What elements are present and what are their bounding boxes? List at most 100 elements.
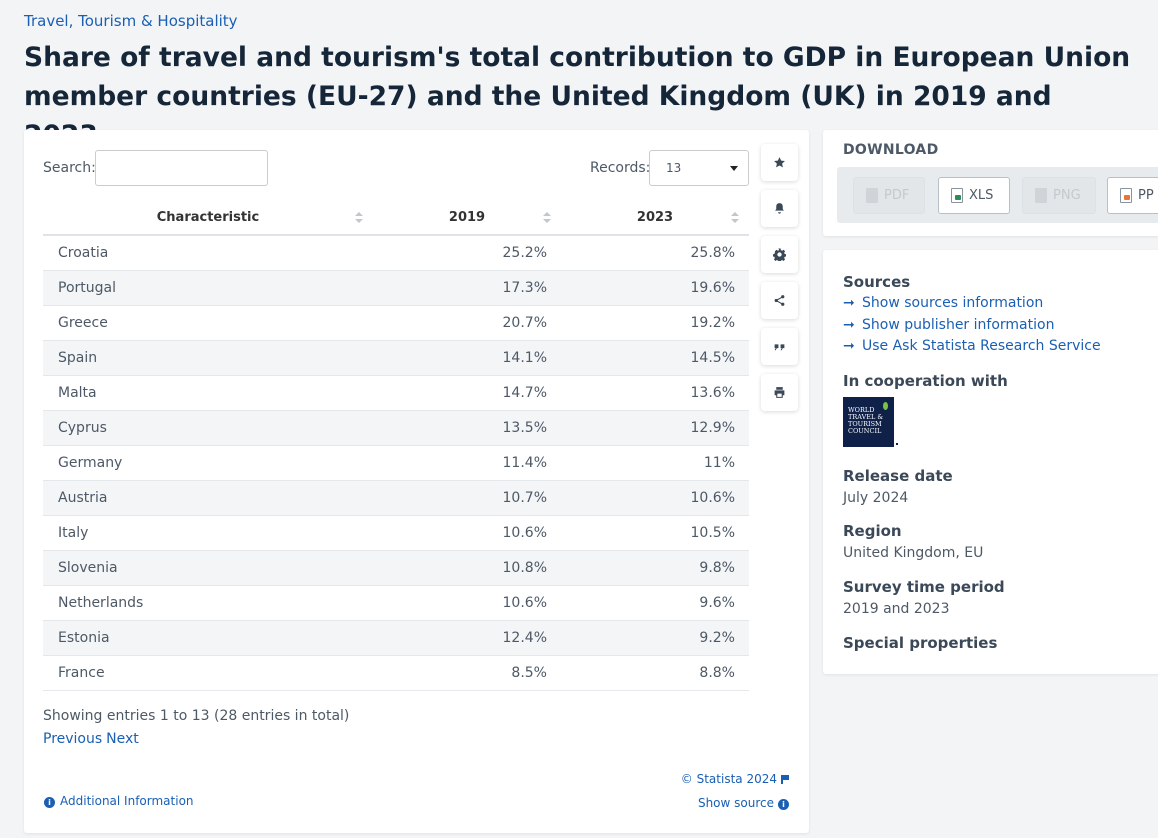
quote-icon [774,344,785,351]
table-row: Italy 10.6% 10.5% [43,515,749,551]
cell-2019: 10.8% [373,550,561,586]
cooperation-heading: In cooperation with [843,372,1008,390]
cell-2023: 10.6% [561,480,749,516]
table-row: Austria 10.7% 10.6% [43,480,749,516]
special-properties-heading: Special properties [843,634,998,652]
info-icon: i [44,797,55,808]
download-png-button[interactable]: PNG [1022,177,1096,214]
cell-characteristic: Germany [43,445,373,481]
info-card: Sources ➞ Show sources information ➞ Show … [823,250,1158,674]
search-label: Search: [43,160,96,176]
cell-2019: 20.7% [373,305,561,341]
settings-button[interactable] [761,236,798,273]
cell-characteristic: France [43,655,373,691]
show-source-link[interactable]: Show source i [698,796,789,810]
cell-2023: 10.5% [561,515,749,551]
cell-characteristic: Greece [43,305,373,341]
entries-info: Showing entries 1 to 13 (28 entries in t… [43,708,350,724]
print-button[interactable] [761,374,798,411]
cell-characteristic: Netherlands [43,585,373,621]
cell-characteristic: Spain [43,340,373,376]
table-row: Cyprus 13.5% 12.9% [43,410,749,446]
column-header-2019[interactable]: 2019 [373,200,561,236]
leaf-icon [883,402,888,410]
records-value: 13 [666,161,682,175]
cite-button[interactable] [761,328,798,365]
favorite-button[interactable] [761,144,798,181]
cell-2019: 17.3% [373,270,561,306]
cell-characteristic: Slovenia [43,550,373,586]
cell-2023: 11% [561,445,749,481]
cell-2023: 8.8% [561,655,749,691]
cell-2023: 9.6% [561,585,749,621]
wttc-logo[interactable]: WORLD TRAVEL & TOURISM COUNCIL [843,397,894,447]
cell-2019: 8.5% [373,655,561,691]
show-publisher-link[interactable]: ➞ Show publisher information [843,317,1055,333]
region-value: United Kingdom, EU [843,545,984,561]
cell-2019: 14.1% [373,340,561,376]
cell-2023: 13.6% [561,375,749,411]
share-button[interactable] [761,282,798,319]
records-select[interactable]: 13 [649,150,749,186]
cell-2023: 14.5% [561,340,749,376]
download-title: DOWNLOAD [843,142,939,158]
cell-characteristic: Portugal [43,270,373,306]
cell-2019: 10.6% [373,515,561,551]
table-row: Spain 14.1% 14.5% [43,340,749,376]
pagination: Previous Next [43,731,143,747]
table-row: France 8.5% 8.8% [43,655,749,691]
ask-statista-link[interactable]: ➞ Use Ask Statista Research Service [843,338,1101,354]
download-ppt-button[interactable]: PP [1107,177,1158,214]
png-file-icon [1035,188,1047,203]
download-xls-button[interactable]: XLS [938,177,1010,214]
show-source-text: Show source [697,796,774,810]
info-icon: i [778,799,789,810]
table-row: Croatia 25.2% 25.8% [43,235,749,271]
cell-2023: 25.8% [561,235,749,271]
arrow-right-icon: ➞ [843,317,855,333]
copyright-link[interactable]: © Statista 2024 [681,772,789,786]
pdf-file-icon [866,188,878,203]
table-row: Slovenia 10.8% 9.8% [43,550,749,586]
download-buttons: PDF XLS PNG PP [837,167,1158,223]
previous-link[interactable]: Previous [43,731,103,747]
table-header-row: Characteristic 2019 2023 [43,200,749,236]
page-title: Share of travel and tourism's total cont… [24,42,1131,151]
cell-characteristic: Malta [43,375,373,411]
additional-info-link[interactable]: i Additional Information [44,794,194,808]
table-row: Portugal 17.3% 19.6% [43,270,749,306]
statistic-table-card: Search: Records: 13 Characteristic 2019 … [24,130,809,833]
records-label: Records: [590,160,651,176]
sort-icon [731,212,739,224]
table-row: Malta 14.7% 13.6% [43,375,749,411]
column-header-characteristic[interactable]: Characteristic [43,200,373,236]
survey-period-value: 2019 and 2023 [843,601,950,617]
cell-2019: 25.2% [373,235,561,271]
release-date-value: July 2024 [843,490,909,506]
ppt-file-icon [1120,188,1132,203]
copyright-text: © Statista 2024 [680,772,777,786]
notification-button[interactable] [761,190,798,227]
column-header-2023[interactable]: 2023 [561,200,749,236]
table-row: Greece 20.7% 19.2% [43,305,749,341]
additional-info-text: Additional Information [60,794,194,808]
next-link[interactable]: Next [106,731,139,747]
sort-icon [355,212,363,224]
xls-file-icon [951,188,963,203]
arrow-right-icon: ➞ [843,338,855,354]
breadcrumb[interactable]: Travel, Tourism & Hospitality [24,12,238,30]
search-input[interactable] [95,150,268,186]
cell-characteristic: Croatia [43,235,373,271]
print-icon [774,387,785,398]
cell-2019: 13.5% [373,410,561,446]
download-pdf-button[interactable]: PDF [853,177,925,214]
bell-icon [775,203,784,214]
flag-icon [781,775,789,784]
logo-dot [896,443,898,445]
cell-2019: 10.6% [373,585,561,621]
cell-2019: 14.7% [373,375,561,411]
cell-2023: 19.6% [561,270,749,306]
show-sources-link[interactable]: ➞ Show sources information [843,295,1044,311]
sort-icon [543,212,551,224]
cell-2023: 12.9% [561,410,749,446]
